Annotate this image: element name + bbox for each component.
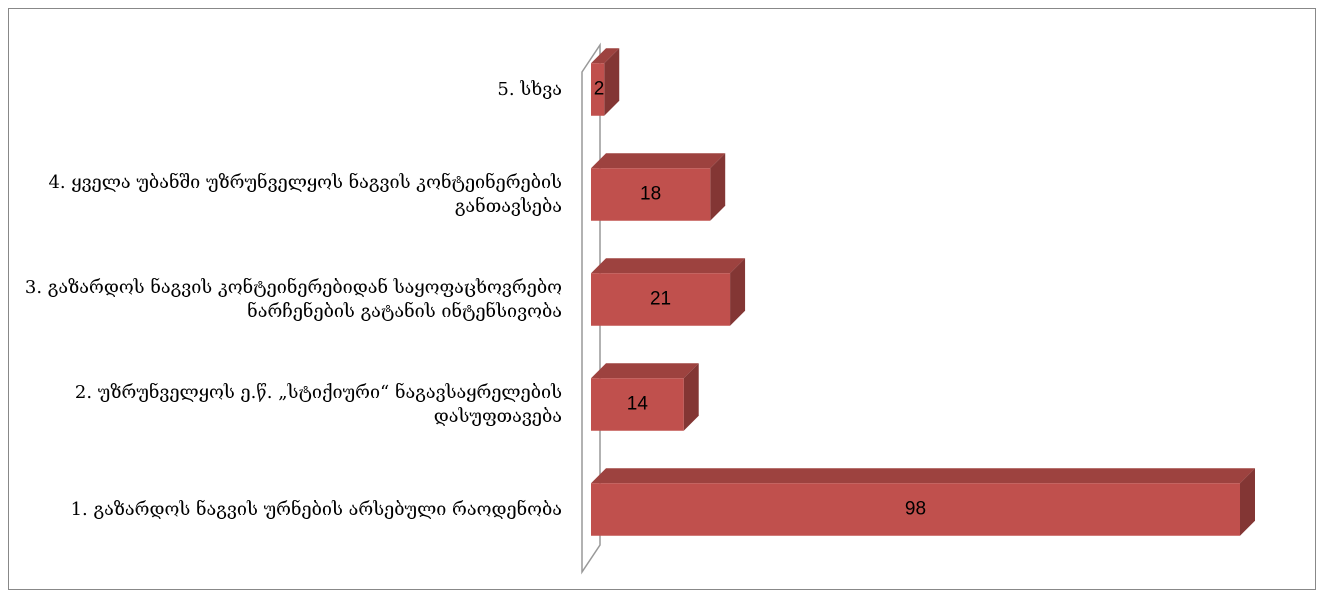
bar: [591, 63, 605, 116]
bar: [591, 483, 1240, 536]
bar-side: [730, 258, 746, 326]
bar-side: [604, 48, 620, 116]
bar-side: [1240, 468, 1255, 536]
value-label: 18: [640, 184, 661, 205]
category-label: 1. გაზარდოს ნაგვის ურნების არსებული რაოდ…: [70, 498, 562, 520]
bar-side: [683, 363, 699, 431]
bar: [591, 168, 711, 221]
value-label: 14: [627, 394, 649, 415]
bar: [591, 273, 731, 326]
bar-top: [591, 468, 1255, 484]
value-label: 98: [905, 499, 926, 520]
category-label: 4. ყველა უბანში უზრუნველყოს ნაგვის კონტე…: [48, 171, 562, 217]
bar-top: [591, 153, 726, 169]
category-label: 5. სხვა: [497, 78, 562, 100]
category-label: 3. გაზარდოს ნაგვის კონტეინერებიდან საყოფ…: [24, 276, 562, 322]
category-label: 2. უზრუნველყოს ე.წ. „სტიქიური“ ნაგავსაყრ…: [74, 381, 562, 427]
bar-top: [591, 363, 699, 379]
bar-top: [591, 258, 746, 274]
value-label: 2: [594, 79, 605, 100]
value-label: 21: [650, 289, 671, 310]
bar-top: [591, 48, 620, 64]
bar: [591, 378, 684, 431]
bar-side: [710, 153, 726, 221]
